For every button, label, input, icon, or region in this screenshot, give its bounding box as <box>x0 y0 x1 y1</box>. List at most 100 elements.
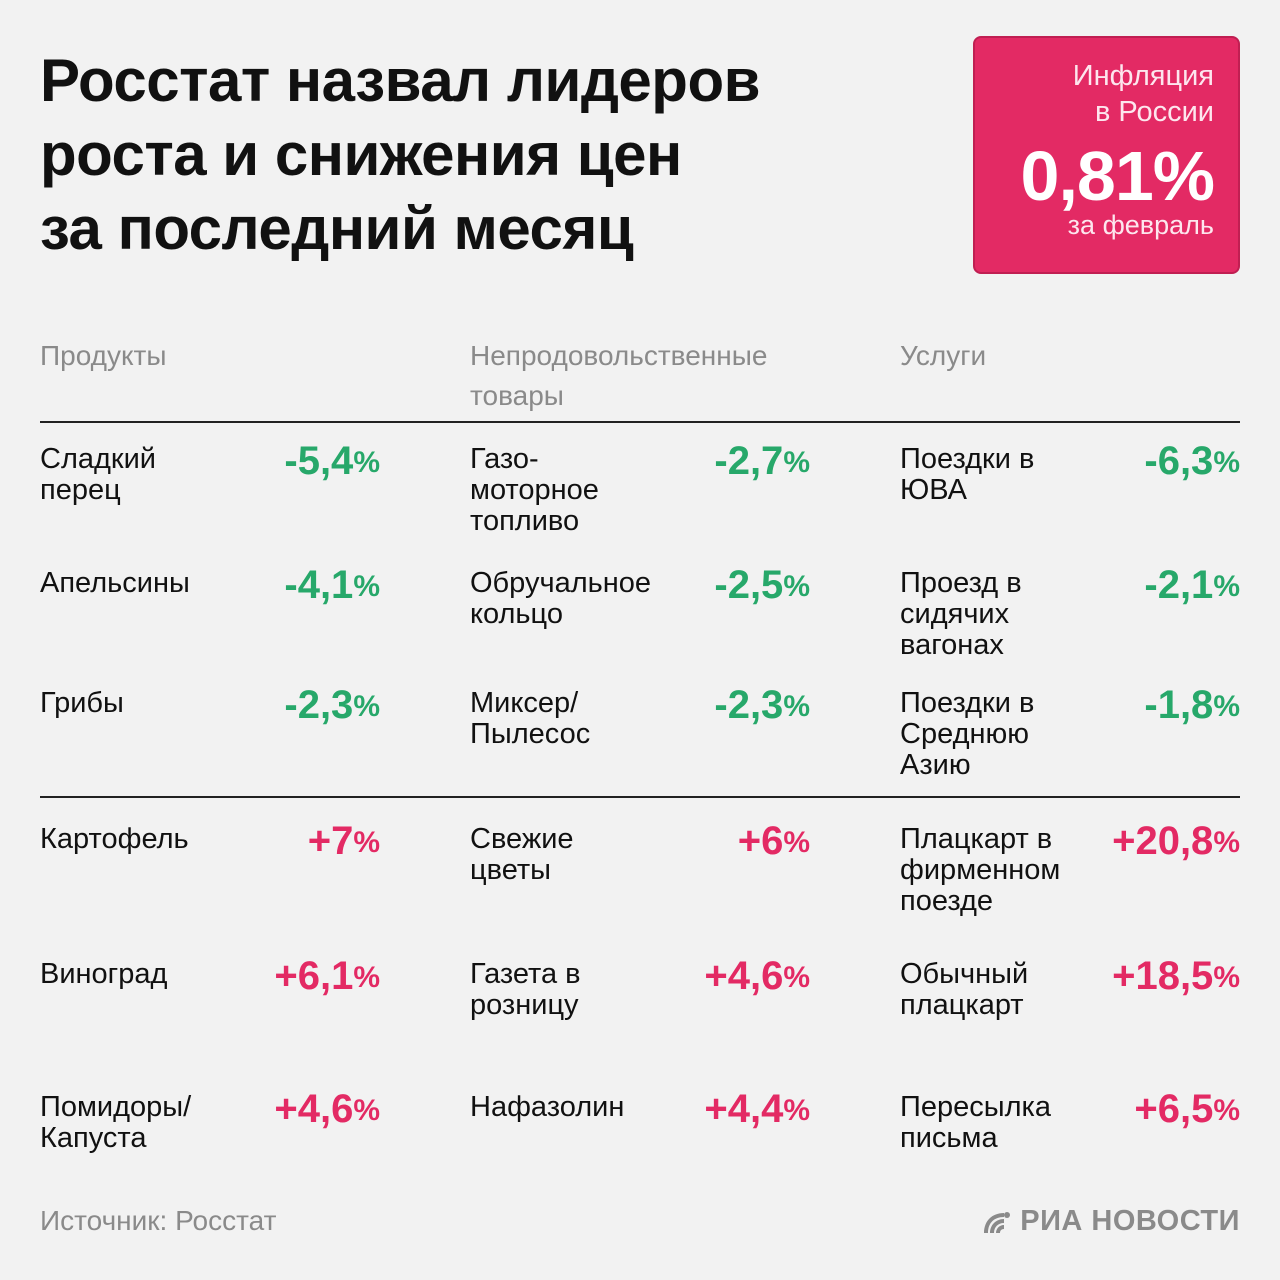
decrease-item-name: Газо-моторное топливо <box>470 444 670 537</box>
item-name-line: Виноград <box>40 958 168 990</box>
item-name-line: поезде <box>900 885 994 917</box>
item-name-line: Картофель <box>40 823 189 855</box>
increase-value: +6,5% <box>1060 1086 1240 1132</box>
item-name-line: Обычный <box>900 958 1029 990</box>
increase-value: +6,1% <box>200 953 380 999</box>
item-name-line: вагонах <box>900 629 1004 661</box>
value-number: +18,5 <box>1112 954 1214 998</box>
decrease-item-name: Проезд в сидячих вагонах <box>900 568 1100 661</box>
item-name-line: моторное <box>470 474 599 506</box>
logo-text: РИА НОВОСТИ <box>1020 1204 1240 1237</box>
increase-item-name: Плацкарт в фирменном поезде <box>900 824 1100 917</box>
value-unit: % <box>353 690 380 723</box>
increase-item-name: Газета в розницу <box>470 959 670 1021</box>
source-note: Источник: Росстат <box>40 1205 277 1236</box>
column-heading-line: товары <box>470 380 564 411</box>
increase-item-name: Картофель <box>40 824 240 855</box>
value-number: +4,4 <box>704 1087 784 1131</box>
column-heading-nonfood: Непродовольственные товары <box>470 336 767 416</box>
value-number: +4,6 <box>274 1087 354 1131</box>
item-name-line: кольцо <box>470 598 563 630</box>
item-name-line: цветы <box>470 854 551 886</box>
increase-item-name: Обычный плацкарт <box>900 959 1100 1021</box>
column-heading-services: Услуги <box>900 336 986 376</box>
item-name-line: Поездки в <box>900 687 1035 719</box>
item-name-line: сидячих <box>900 598 1010 630</box>
increase-item-name: Пересылка письма <box>900 1092 1100 1154</box>
decrease-item-name: Поездки в ЮВА <box>900 444 1100 506</box>
value-number: +6 <box>737 819 784 863</box>
value-number: -5,4 <box>284 439 354 483</box>
item-name-line: Миксер/ <box>470 687 579 719</box>
increase-item-name: Нафазолин <box>470 1092 670 1123</box>
increase-value: +6% <box>630 818 810 864</box>
increase-value: +20,8% <box>1060 818 1240 864</box>
value-number: +7 <box>307 819 354 863</box>
decrease-item-name: Сладкий перец <box>40 444 240 506</box>
column-heading-line: Продукты <box>40 340 167 371</box>
title-line: роста и снижения цен <box>40 121 682 188</box>
value-unit: % <box>783 690 810 723</box>
increase-value: +4,6% <box>200 1086 380 1132</box>
item-name-line: Поездки в <box>900 443 1035 475</box>
decrease-value: -2,5% <box>630 562 810 608</box>
value-number: -2,5 <box>714 563 784 607</box>
value-number: -4,1 <box>284 563 354 607</box>
value-number: -1,8 <box>1144 683 1214 727</box>
item-name-line: Пересылка <box>900 1091 1051 1123</box>
decrease-item-name: Миксер/Пылесос <box>470 688 670 750</box>
item-name-line: письма <box>900 1122 998 1154</box>
item-name-line: Помидоры/ <box>40 1091 192 1123</box>
section-divider <box>40 796 1240 798</box>
item-name-line: Газо- <box>470 443 539 475</box>
increase-item-name: Помидоры/Капуста <box>40 1092 240 1154</box>
increase-item-name: Виноград <box>40 959 240 990</box>
value-unit: % <box>783 1094 810 1127</box>
value-number: -2,1 <box>1144 563 1214 607</box>
value-number: -2,3 <box>714 683 784 727</box>
value-unit: % <box>353 961 380 994</box>
item-name-line: Обручальное <box>470 567 652 599</box>
title-line: Росстат назвал лидеров <box>40 47 761 114</box>
decrease-value: -6,3% <box>1060 438 1240 484</box>
decrease-item-name: Грибы <box>40 688 240 719</box>
value-unit: % <box>1213 570 1240 603</box>
column-heading-products: Продукты <box>40 336 167 376</box>
item-name-line: ЮВА <box>900 474 968 506</box>
item-name-line: Газета в <box>470 958 581 990</box>
increase-value: +4,6% <box>630 953 810 999</box>
item-name-line: Капуста <box>40 1122 147 1154</box>
value-number: -2,3 <box>284 683 354 727</box>
header-divider <box>40 421 1240 423</box>
value-unit: % <box>1213 961 1240 994</box>
item-name-line: топливо <box>470 505 580 537</box>
decrease-item-name: Поездки в Среднюю Азию <box>900 688 1100 781</box>
inflation-value: 0,81% <box>1020 137 1215 215</box>
item-name-line: Свежие <box>470 823 574 855</box>
item-name-line: розницу <box>470 989 579 1021</box>
page-title: Росстат назвал лидеров роста и снижения … <box>40 44 920 266</box>
title-line: за последний месяц <box>40 195 634 262</box>
value-number: +6,5 <box>1134 1087 1214 1131</box>
item-name-line: Грибы <box>40 687 124 719</box>
column-heading-line: Непродовольственные <box>470 340 768 371</box>
value-unit: % <box>1213 1094 1240 1127</box>
item-name-line: Нафазолин <box>470 1091 625 1123</box>
decrease-item-name: Обручальное кольцо <box>470 568 670 630</box>
value-number: -2,7 <box>714 439 784 483</box>
value-unit: % <box>783 446 810 479</box>
item-name-line: Апельсины <box>40 567 190 599</box>
value-unit: % <box>783 826 810 859</box>
ria-novosti-logo: РИА НОВОСТИ <box>980 1203 1240 1239</box>
increase-value: +4,4% <box>630 1086 810 1132</box>
item-name-line: перец <box>40 474 121 506</box>
inflation-period: за февраль <box>1067 210 1214 240</box>
item-name-line: Среднюю <box>900 718 1029 750</box>
badge-label-line: Инфляция <box>1072 60 1214 92</box>
item-name-line: Плацкарт в <box>900 823 1053 855</box>
value-number: +6,1 <box>274 954 354 998</box>
value-number: -6,3 <box>1144 439 1214 483</box>
increase-value: +18,5% <box>1060 953 1240 999</box>
decrease-value: -1,8% <box>1060 682 1240 728</box>
inflation-badge: Инфляция в России 0,81% за февраль <box>973 36 1240 274</box>
